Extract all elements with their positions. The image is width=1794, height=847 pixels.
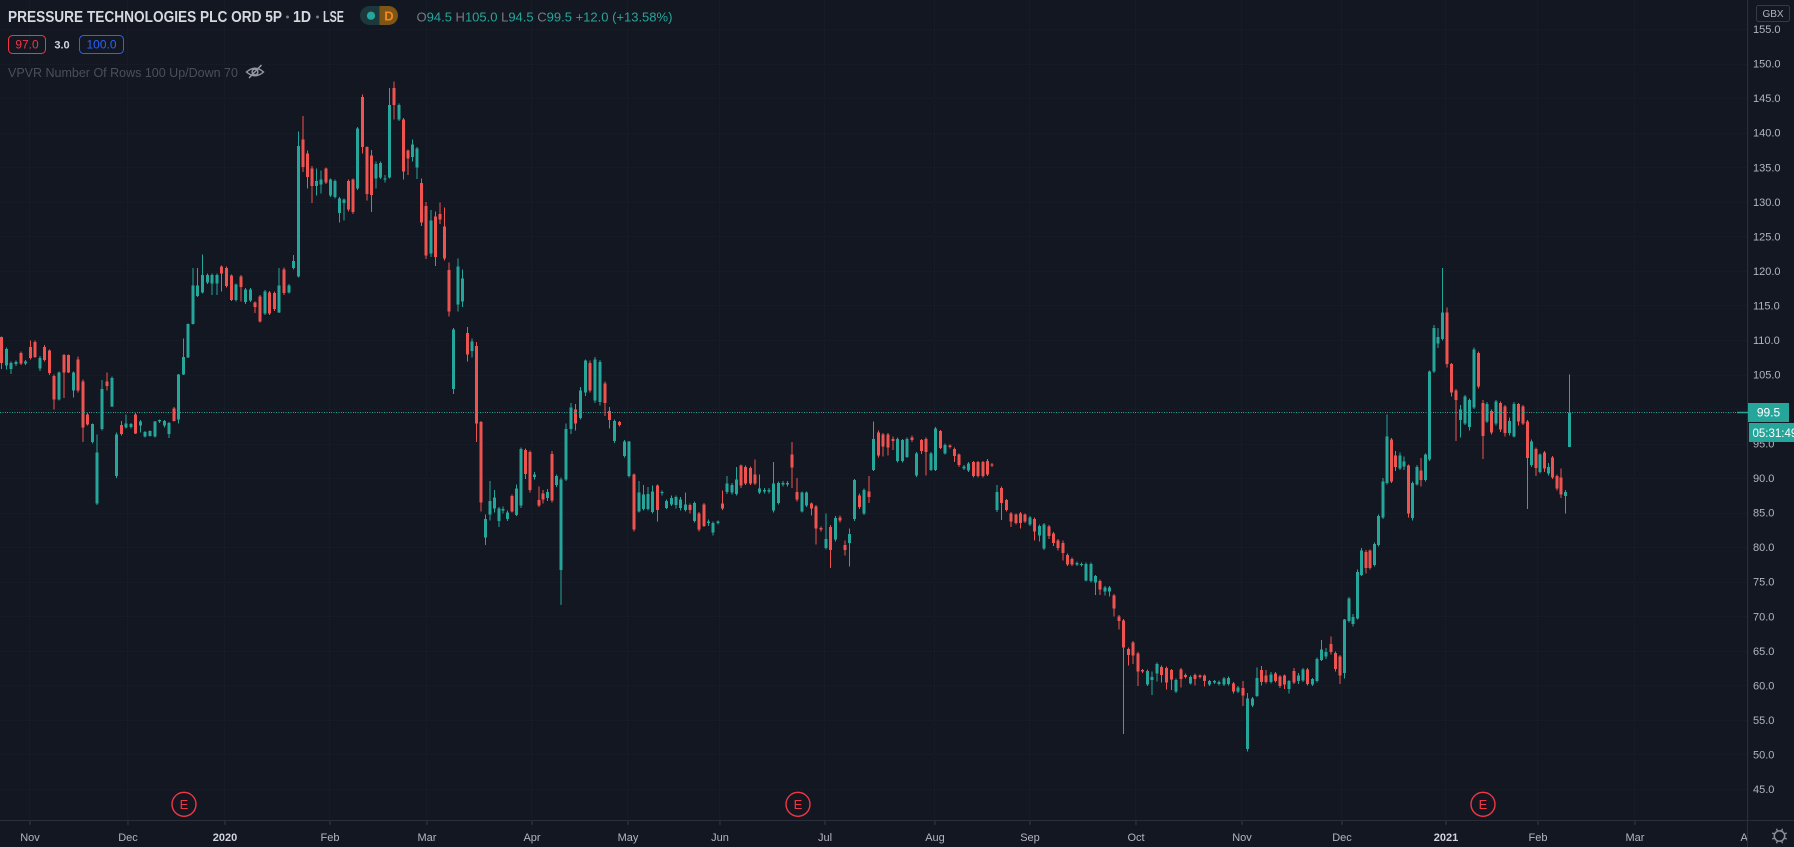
svg-text:60.0: 60.0: [1753, 680, 1774, 692]
svg-text:Sep: Sep: [1020, 832, 1040, 844]
svg-text:110.0: 110.0: [1753, 335, 1780, 347]
svg-text:05:31:49: 05:31:49: [1753, 428, 1794, 440]
svg-text:GBX: GBX: [1762, 9, 1783, 20]
svg-text:O94.5 H105.0 L94.5 C99.5 +12.0: O94.5 H105.0 L94.5 C99.5 +12.0 (+13.58%): [417, 10, 673, 25]
svg-text:Jun: Jun: [711, 832, 729, 844]
svg-text:75.0: 75.0: [1753, 577, 1774, 589]
svg-text:130.0: 130.0: [1753, 197, 1781, 209]
svg-text:99.5: 99.5: [1757, 406, 1781, 420]
svg-text:145.0: 145.0: [1753, 93, 1781, 105]
svg-text:VPVR Number Of Rows 100 Up/Dow: VPVR Number Of Rows 100 Up/Down 70: [8, 66, 238, 80]
svg-text:105.0: 105.0: [1753, 370, 1781, 382]
svg-text:Dec: Dec: [1332, 832, 1352, 844]
svg-text:Dec: Dec: [118, 832, 138, 844]
svg-text:Apr: Apr: [523, 832, 540, 844]
svg-text:120.0: 120.0: [1753, 266, 1781, 278]
svg-text:Apr: Apr: [1740, 832, 1757, 844]
svg-text:Feb: Feb: [1529, 832, 1548, 844]
svg-text:155.0: 155.0: [1753, 24, 1781, 36]
svg-text:PRESSURE TECHNOLOGIES PLC ORD: PRESSURE TECHNOLOGIES PLC ORD 5P: [8, 9, 282, 26]
svg-text:LSE: LSE: [323, 9, 344, 26]
svg-text:50.0: 50.0: [1753, 749, 1774, 761]
svg-text:3.0: 3.0: [54, 40, 69, 52]
svg-text:150.0: 150.0: [1753, 59, 1781, 71]
svg-text:Nov: Nov: [20, 832, 40, 844]
svg-text:Nov: Nov: [1232, 832, 1252, 844]
svg-text:2020: 2020: [213, 832, 237, 844]
svg-text:97.0: 97.0: [15, 38, 39, 52]
svg-text:85.0: 85.0: [1753, 508, 1774, 520]
svg-text:45.0: 45.0: [1753, 784, 1774, 796]
svg-text:E: E: [1479, 797, 1488, 812]
svg-text:100.0: 100.0: [86, 38, 116, 52]
svg-text:125.0: 125.0: [1753, 231, 1781, 243]
svg-text:Oct: Oct: [1127, 832, 1144, 844]
svg-text:115.0: 115.0: [1753, 300, 1780, 312]
svg-text:70.0: 70.0: [1753, 611, 1774, 623]
svg-text:1D: 1D: [293, 9, 311, 26]
svg-text:Feb: Feb: [321, 832, 340, 844]
svg-text:E: E: [794, 797, 803, 812]
svg-text:140.0: 140.0: [1753, 128, 1781, 140]
svg-text:Mar: Mar: [418, 832, 437, 844]
svg-text:Mar: Mar: [1626, 832, 1645, 844]
svg-text:55.0: 55.0: [1753, 715, 1774, 727]
svg-text:E: E: [180, 797, 189, 812]
svg-text:90.0: 90.0: [1753, 473, 1774, 485]
svg-text:80.0: 80.0: [1753, 542, 1774, 554]
svg-text:May: May: [618, 832, 639, 844]
svg-text:135.0: 135.0: [1753, 162, 1781, 174]
svg-text:Jul: Jul: [818, 832, 832, 844]
svg-text:Aug: Aug: [925, 832, 945, 844]
svg-text:65.0: 65.0: [1753, 646, 1774, 658]
svg-text:D: D: [384, 9, 393, 24]
svg-text:2021: 2021: [1434, 832, 1458, 844]
